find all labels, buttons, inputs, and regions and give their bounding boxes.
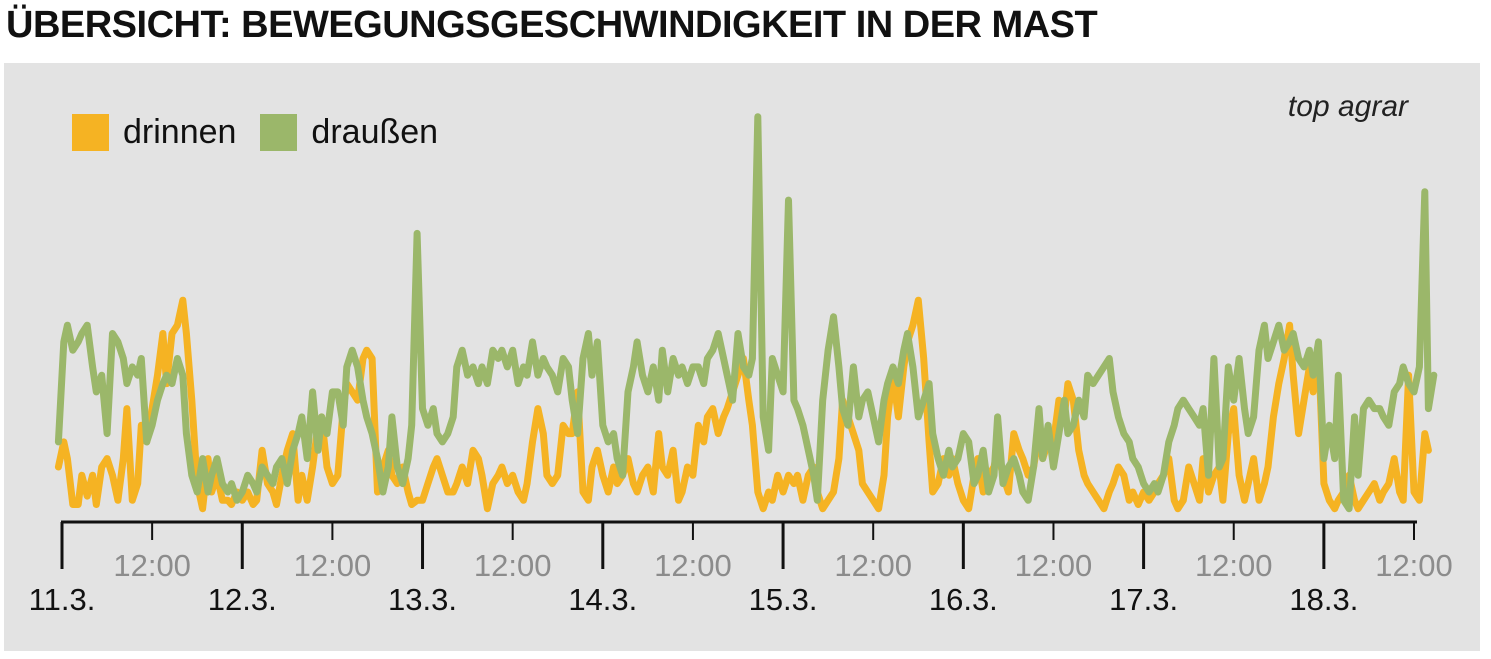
legend-label-draussen: draußen (311, 113, 439, 151)
x-tick-label-day: 15.3. (749, 582, 818, 617)
legend-swatch-draussen (260, 114, 298, 151)
legend-item-drinnen: drinnen (72, 113, 236, 152)
x-tick-label-day: 11.3. (29, 582, 96, 617)
legend-swatch-drinnen (72, 114, 109, 151)
x-tick-label-noon: 12:00 (474, 548, 552, 583)
x-tick-label-noon: 12:00 (113, 548, 191, 583)
x-tick-label-noon: 12:00 (834, 548, 912, 583)
x-tick-label-noon: 12:00 (1195, 548, 1273, 583)
series-line-draussen (54, 113, 1438, 513)
x-axis: 11.3. 12:00 12.3. 12:00 13.3. 12:00 14.3. 12:00… (29, 520, 1453, 617)
series-layer (54, 113, 1438, 513)
x-tick-label-noon: 12:00 (1015, 548, 1093, 583)
x-tick-label-day: 12.3. (208, 582, 277, 617)
legend-label-drinnen: drinnen (123, 113, 237, 151)
legend: drinnen draußen (72, 113, 462, 152)
x-tick-label-noon: 12:00 (294, 548, 372, 583)
x-tick-label-day: 16.3. (929, 582, 998, 617)
source-label: top agrar (1287, 90, 1408, 123)
x-tick-label-noon: 12:00 (1375, 548, 1453, 583)
x-tick-label-day: 13.3. (388, 582, 457, 617)
x-tick-label-noon: 12:00 (654, 548, 732, 583)
legend-item-draussen: draußen (260, 113, 438, 152)
chart-title: ÜBERSICHT: BEWEGUNGSGESCHWINDIGKEIT IN D… (6, 4, 1098, 46)
x-tick-label-day: 17.3. (1109, 582, 1178, 617)
x-tick-label-day: 14.3. (568, 582, 637, 617)
x-tick-label-day: 18.3. (1289, 582, 1358, 617)
